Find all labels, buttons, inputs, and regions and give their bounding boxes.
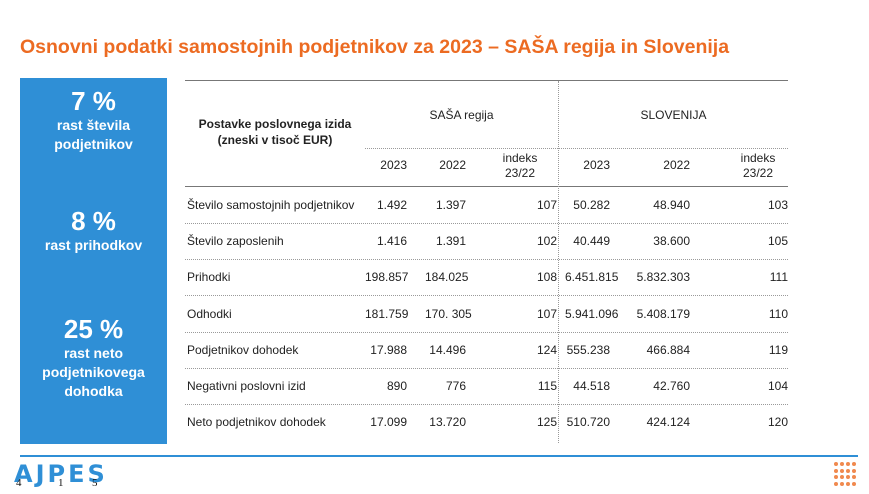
- table-cell: 50.282: [573, 198, 610, 212]
- stat-label: podjetnikovega: [42, 364, 145, 380]
- table-cell: 1.492: [376, 198, 407, 212]
- col-header-2023: 2023: [380, 158, 407, 172]
- table-cell: 181.759: [365, 306, 409, 321]
- table-cell: 510.720: [566, 415, 610, 430]
- page-number-digit: 4: [16, 477, 22, 489]
- table-cell: 38.600: [653, 234, 690, 249]
- stat-label: dohodka: [64, 383, 123, 399]
- table-cell: 5.832.303: [636, 270, 690, 285]
- table-group-divider: [558, 81, 559, 443]
- table-cell: 17.099: [370, 415, 407, 430]
- table-cell: 42.760: [653, 379, 690, 393]
- table-cell: 1.416: [376, 234, 407, 249]
- row-header-subtitle: (zneski v tisoč EUR): [217, 133, 333, 147]
- table-cell: 555.238: [566, 342, 610, 357]
- stat-label: rast števila: [56, 117, 131, 133]
- table-cell: 1.391: [435, 234, 466, 249]
- stat-label: rast neto: [63, 345, 124, 361]
- col-header-index: indeks: [740, 151, 776, 165]
- table-cell: 119: [768, 342, 788, 357]
- col-header-2022: 2022: [439, 158, 466, 172]
- table-cell: 110: [768, 306, 788, 321]
- col-header-2022: 2022: [663, 158, 690, 172]
- table-cell: 48.940: [653, 198, 690, 212]
- row-label: Negativni poslovni izid: [187, 379, 306, 393]
- col-header-index-years: 23/22: [504, 166, 536, 180]
- table-cell: 170. 305: [425, 306, 472, 321]
- table-cell: 1.397: [435, 198, 466, 212]
- table-cell: 17.988: [370, 342, 407, 357]
- table-cell: 107: [536, 198, 557, 212]
- table-cell: 6.451.815: [565, 270, 619, 285]
- col-header-2023: 2023: [583, 158, 610, 172]
- table-cell: 5.941.096: [565, 306, 619, 321]
- table-header-rule: [185, 186, 788, 187]
- table-cell: 120: [767, 415, 788, 430]
- page-number-digit: 5: [92, 477, 98, 489]
- table-top-rule: [185, 80, 788, 81]
- col-header-index-years: 23/22: [742, 166, 774, 180]
- table-subheader-rule: [365, 148, 788, 149]
- table-cell: 776: [445, 379, 466, 393]
- row-label: Podjetnikov dohodek: [187, 342, 299, 357]
- table-cell: 13.720: [429, 415, 466, 430]
- table-cell: 40.449: [573, 234, 610, 249]
- table-cell: 890: [386, 379, 407, 393]
- ajpes-logo: AJPES: [14, 460, 108, 488]
- group-header-slovenija: SLOVENIJA: [640, 108, 707, 122]
- stat-label: podjetnikov: [54, 136, 133, 152]
- table-cell: 5.408.179: [636, 306, 690, 321]
- table-cell: 14.496: [429, 342, 466, 357]
- table-cell: 125: [536, 415, 557, 430]
- table-cell: 111: [769, 270, 788, 285]
- stat-label: rast prihodkov: [44, 237, 143, 253]
- stat-value: 25 %: [63, 314, 124, 344]
- table-cell: 107: [536, 306, 557, 321]
- table-cell: 124: [536, 342, 557, 357]
- page-title: Osnovni podatki samostojnih podjetnikov …: [20, 36, 730, 58]
- table-cell: 115: [537, 379, 557, 393]
- table-cell: 198.857: [365, 270, 409, 285]
- row-divider: [185, 404, 788, 405]
- table-cell: 466.884: [646, 342, 690, 357]
- row-label: Število samostojnih podjetnikov: [187, 198, 355, 212]
- row-label: Število zaposlenih: [187, 234, 284, 249]
- footer-rule: [20, 455, 858, 457]
- group-header-sasa: SAŠA regija: [429, 108, 494, 122]
- col-header-index: indeks: [502, 151, 538, 165]
- stat-revenue: 8 % rast prihodkov: [20, 206, 167, 255]
- table-cell: 104: [767, 379, 788, 393]
- stat-value: 8 %: [71, 206, 116, 236]
- row-divider: [185, 259, 788, 261]
- row-divider: [185, 367, 788, 369]
- row-divider: [185, 295, 788, 297]
- table-cell: 105: [767, 234, 788, 249]
- table-cell: 103: [767, 198, 788, 212]
- decorative-dots-icon: [834, 462, 858, 486]
- stat-net-income: 25 % rast neto podjetnikovega dohodka: [20, 314, 167, 401]
- row-label: Odhodki: [187, 306, 232, 321]
- row-divider: [185, 331, 788, 333]
- stat-entrepreneurs: 7 % rast števila podjetnikov: [20, 86, 167, 154]
- row-divider: [185, 223, 788, 224]
- table-cell: 424.124: [646, 415, 690, 430]
- row-label: Neto podjetnikov dohodek: [187, 415, 326, 430]
- table-cell: 44.518: [573, 379, 610, 393]
- table-cell: 108: [536, 270, 557, 285]
- table-cell: 184.025: [425, 270, 469, 285]
- row-label: Prihodki: [187, 270, 231, 285]
- stat-value: 7 %: [71, 86, 116, 116]
- stats-sidebar: 7 % rast števila podjetnikov 8 % rast pr…: [20, 78, 167, 444]
- data-table: Postavke poslovnega izida (zneski v tiso…: [185, 0, 790, 494]
- page-number-digit: 1: [58, 477, 64, 489]
- table-cell: 102: [536, 234, 557, 249]
- row-header-title: Postavke poslovnega izida: [198, 117, 352, 131]
